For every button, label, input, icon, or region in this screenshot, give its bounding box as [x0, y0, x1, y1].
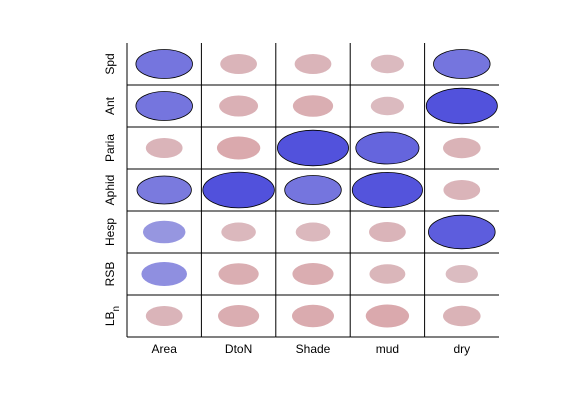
correlation-ellipse [142, 220, 186, 244]
column-label: mud [376, 342, 399, 356]
correlation-ellipse [216, 136, 261, 160]
row-labels: Spd Ant Paria Aphid Hesp RSB LBn [103, 53, 122, 326]
correlation-ellipse [145, 306, 183, 326]
column-label: DtoN [225, 342, 252, 356]
correlation-ellipse [202, 171, 275, 209]
correlation-ellipse [136, 175, 192, 205]
row-label: Aphid [103, 175, 117, 206]
correlation-ellipse [277, 129, 349, 167]
correlation-ellipse [221, 222, 256, 242]
correlation-ellipse [369, 222, 406, 242]
correlation-ellipse [135, 91, 193, 121]
correlation-ellipse [433, 49, 491, 79]
correlation-ellipse [369, 264, 406, 284]
correlation-ellipse [365, 304, 410, 328]
correlation-ellipse [294, 54, 332, 74]
correlation-ellipse [218, 263, 259, 285]
correlation-ellipse [292, 263, 334, 285]
row-label: Ant [103, 96, 117, 115]
column-label: Shade [296, 342, 331, 356]
column-labels: Area DtoN Shade mud dry [152, 342, 471, 356]
correlation-ellipse [355, 131, 420, 165]
correlation-ellipse [351, 171, 423, 208]
correlation-ellipse [370, 96, 405, 116]
correlation-ellipse [370, 54, 405, 74]
correlation-ellipse [442, 305, 481, 327]
correlation-ellipse [291, 304, 335, 328]
ellipse-marks [135, 49, 498, 328]
correlation-ellipse [442, 137, 481, 159]
correlation-ellipse [425, 87, 498, 125]
correlation-ellipse [443, 180, 481, 200]
correlation-ellipse [135, 49, 193, 79]
correlation-ellipse [220, 54, 257, 74]
row-label: Spd [103, 53, 117, 74]
column-label: Area [152, 342, 178, 356]
correlation-ellipse [218, 305, 260, 327]
row-label: Paria [103, 134, 117, 162]
row-label: RSB [103, 262, 117, 287]
column-label: dry [453, 342, 470, 356]
row-label: LBn [103, 306, 122, 326]
correlation-ellipse [445, 265, 478, 283]
correlation-ellipse [145, 138, 183, 158]
row-label: Hesp [103, 218, 117, 246]
cell-grid [126, 43, 499, 338]
correlation-ellipse [284, 175, 342, 205]
correlation-ellipse [219, 95, 259, 117]
correlation-ellipse [141, 262, 187, 286]
correlation-ellipse [292, 95, 334, 117]
correlation-ellipse [295, 222, 331, 242]
correlation-ellipse [428, 214, 496, 250]
